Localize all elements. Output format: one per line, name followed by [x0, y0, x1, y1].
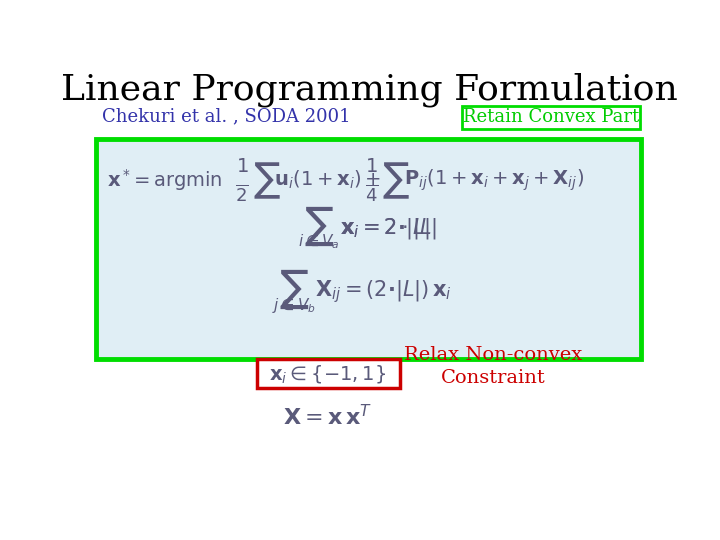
- Text: $\mathbf{x}_i = 2 \cdot |L|$: $\mathbf{x}_i = 2 \cdot |L|$: [340, 217, 436, 241]
- Text: $i \in V_a$: $i \in V_a$: [298, 233, 339, 251]
- Text: $\sum$: $\sum$: [382, 160, 410, 200]
- Bar: [256, 359, 400, 388]
- Text: $\mathbf{X} = \mathbf{x}\,\mathbf{x}^T$: $\mathbf{X} = \mathbf{x}\,\mathbf{x}^T$: [283, 405, 373, 430]
- Text: $\overline{4}$: $\overline{4}$: [364, 184, 378, 205]
- Bar: [462, 106, 640, 129]
- Bar: [96, 139, 641, 359]
- Text: $\mathbf{u}_i(1+\mathbf{x}_i)+$: $\mathbf{u}_i(1+\mathbf{x}_i)+$: [274, 169, 382, 192]
- Text: $\sum$: $\sum$: [253, 160, 280, 200]
- Text: $1$: $1$: [235, 157, 248, 176]
- Text: $\sum$: $\sum$: [279, 268, 309, 311]
- Text: Retain Convex Part: Retain Convex Part: [463, 108, 639, 126]
- Text: $\overline{2}$: $\overline{2}$: [235, 184, 248, 205]
- Text: $\mathbf{P}_{ij}(1+\mathbf{x}_i+\mathbf{x}_j+\mathbf{X}_{ij})$: $\mathbf{P}_{ij}(1+\mathbf{x}_i+\mathbf{…: [404, 167, 584, 193]
- Text: $j \in V_b$: $j \in V_b$: [272, 295, 316, 314]
- Text: $\mathbf{x}^*\! =\mathrm{argmin}$: $\mathbf{x}^*\! =\mathrm{argmin}$: [107, 167, 222, 193]
- Text: Relax Non-convex
Constraint: Relax Non-convex Constraint: [404, 346, 582, 387]
- Text: Linear Programming Formulation: Linear Programming Formulation: [60, 72, 678, 107]
- Text: $\mathbf{X}_{ij} = (2 \boldsymbol{\cdot} |L|)\,\mathbf{x}_i$: $\mathbf{X}_{ij} = (2 \boldsymbol{\cdot}…: [315, 279, 451, 305]
- Text: $\mathbf{x}_i = 2 \boldsymbol{\cdot} |L|$: $\mathbf{x}_i = 2 \boldsymbol{\cdot} |L|…: [340, 217, 430, 241]
- Text: $\sum$: $\sum$: [304, 205, 333, 248]
- Text: $\mathbf{x}_i \in \{-1, 1\}$: $\mathbf{x}_i \in \{-1, 1\}$: [269, 362, 387, 384]
- Text: Chekuri et al. , SODA 2001: Chekuri et al. , SODA 2001: [102, 107, 350, 125]
- Text: $1$: $1$: [365, 157, 377, 176]
